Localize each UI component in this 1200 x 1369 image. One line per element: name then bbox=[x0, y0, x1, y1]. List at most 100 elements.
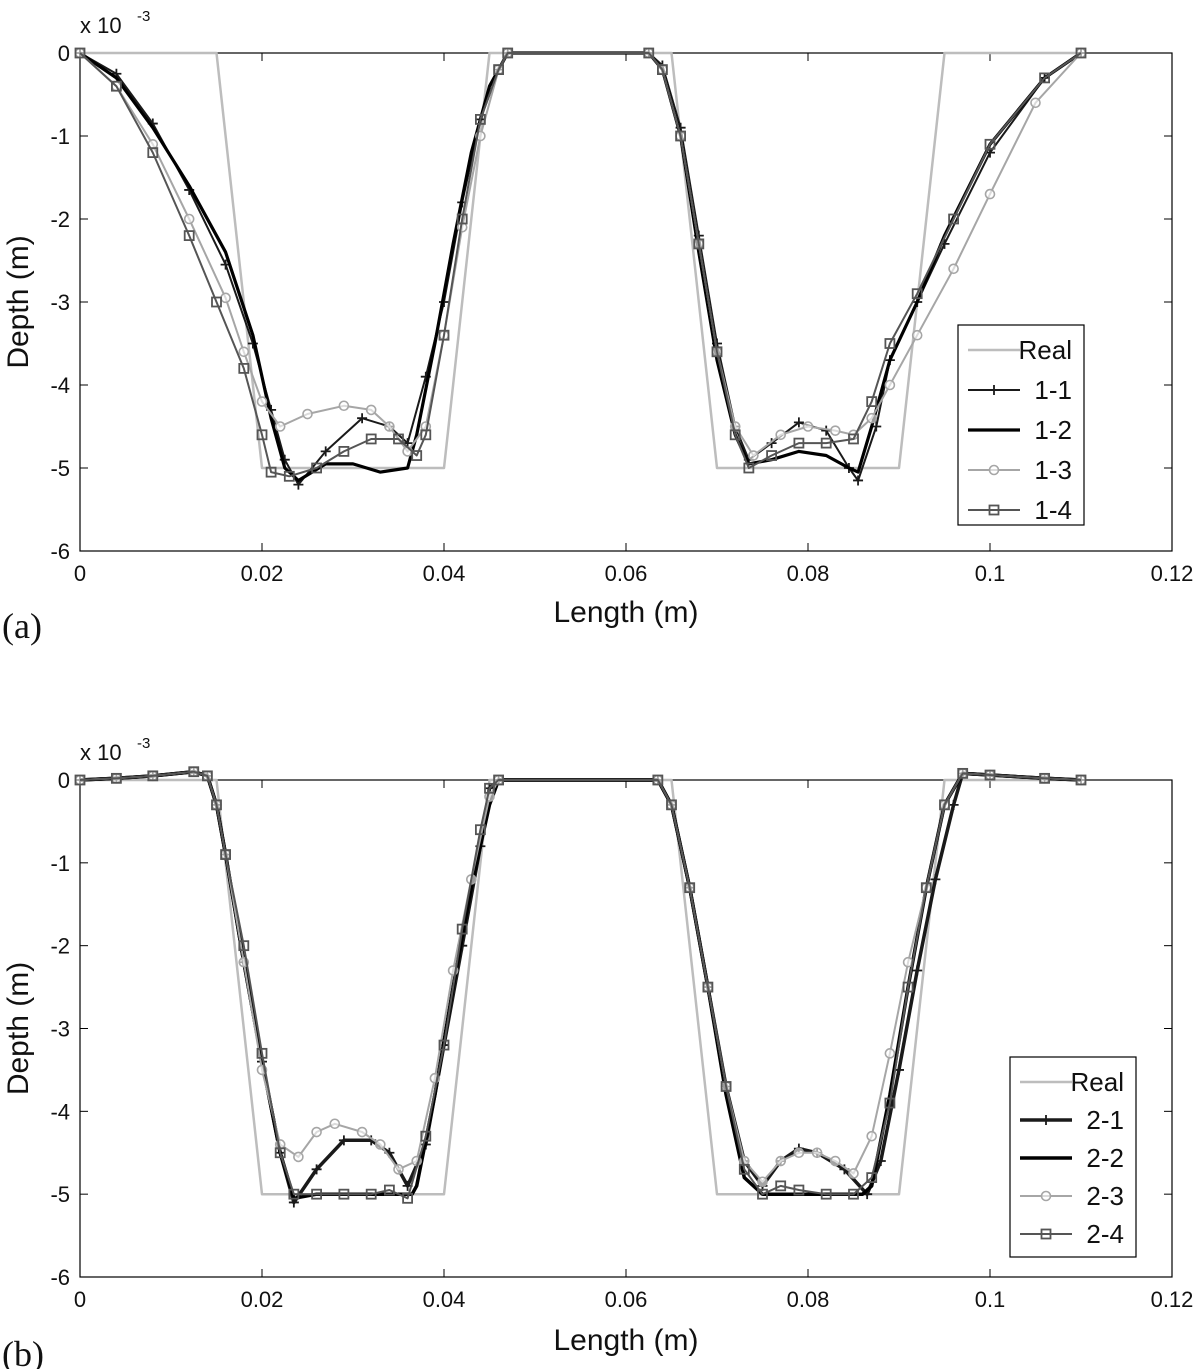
data-point-1-3 bbox=[384, 421, 395, 432]
series-Real bbox=[80, 778, 1081, 1196]
data-point-1-3 bbox=[829, 425, 841, 436]
data-point-2-3 bbox=[793, 1147, 805, 1159]
data-point-1-4 bbox=[1039, 72, 1050, 84]
legend: Real 1-1 1-2 1-3 1-4 bbox=[957, 324, 1085, 526]
data-point-2-4 bbox=[74, 774, 86, 786]
data-point-2-4 bbox=[702, 981, 714, 993]
y-tick-label: -3 bbox=[50, 1017, 70, 1042]
data-point-2-4 bbox=[220, 849, 232, 860]
series-2-2 bbox=[79, 769, 1082, 1201]
data-point-1-4 bbox=[848, 433, 859, 445]
data-point-2-4 bbox=[256, 1047, 268, 1059]
data-point-1-1 bbox=[793, 417, 804, 428]
data-point-2-4 bbox=[420, 1130, 432, 1142]
series-2-1 bbox=[75, 766, 1086, 1208]
data-point-1-4 bbox=[420, 429, 432, 441]
x-tick-label: 0.08 bbox=[787, 561, 830, 586]
data-point-1-4 bbox=[393, 433, 404, 445]
data-point-1-4 bbox=[911, 288, 923, 300]
y-tick-label: -5 bbox=[50, 1182, 70, 1207]
data-point-2-4 bbox=[338, 1188, 350, 1200]
y-tick-label: -4 bbox=[50, 1099, 70, 1124]
data-point-2-4 bbox=[484, 782, 495, 794]
data-point-2-4 bbox=[775, 1180, 787, 1192]
x-tick-label: 0.06 bbox=[605, 561, 648, 586]
data-point-2-3 bbox=[329, 1118, 341, 1130]
x-axis-label: Length (m) bbox=[553, 1324, 698, 1357]
legend-label-2-2: 2-2 bbox=[1086, 1143, 1124, 1173]
data-point-1-4 bbox=[311, 462, 323, 474]
y-axis-label: Depth (m) bbox=[2, 962, 35, 1095]
y-tick-label: -5 bbox=[50, 456, 70, 481]
legend-marker-1-4 bbox=[988, 504, 1000, 516]
data-point-2-3 bbox=[829, 1155, 841, 1167]
y-tick-label: -4 bbox=[50, 373, 70, 398]
data-point-1-4 bbox=[283, 470, 295, 482]
legend-marker-1-1 bbox=[989, 385, 999, 395]
y-tick-label: -1 bbox=[50, 124, 70, 149]
data-point-1-4 bbox=[711, 346, 723, 358]
data-point-1-4 bbox=[238, 362, 250, 374]
chart-panel-2: 0 0.02 0.04 0.06 0.08 0.1 0.12 0 -1 -2 -3 -4 -5 -6 x 1… bbox=[2, 735, 1193, 1369]
data-point-2-4 bbox=[147, 770, 159, 782]
data-point-1-4 bbox=[884, 338, 896, 349]
data-point-2-4 bbox=[902, 981, 914, 993]
data-point-1-1 bbox=[357, 413, 368, 424]
data-point-1-3 bbox=[256, 396, 268, 407]
data-point-1-4 bbox=[147, 147, 159, 159]
series-2-3 bbox=[74, 766, 1087, 1188]
data-point-2-4 bbox=[652, 774, 664, 786]
data-point-1-4 bbox=[183, 230, 195, 242]
data-point-1-4 bbox=[211, 296, 222, 308]
data-point-1-4 bbox=[411, 450, 423, 461]
data-point-1-4 bbox=[365, 433, 377, 445]
data-point-2-3 bbox=[374, 1139, 386, 1150]
series-1-4 bbox=[74, 47, 1087, 482]
series-line-1-3 bbox=[79, 52, 1082, 457]
data-point-1-3 bbox=[866, 412, 878, 424]
data-point-2-4 bbox=[738, 1163, 750, 1175]
data-point-1-4 bbox=[793, 437, 805, 449]
y-axis-multiplier-exponent: -3 bbox=[137, 735, 150, 752]
data-point-2-4 bbox=[866, 1172, 878, 1183]
data-point-1-1 bbox=[853, 475, 864, 486]
data-point-1-3 bbox=[220, 292, 231, 304]
data-point-2-4 bbox=[288, 1188, 300, 1200]
x-tick-label: 0.04 bbox=[423, 1287, 466, 1312]
data-point-1-4 bbox=[111, 80, 122, 92]
legend-marker-2-4 bbox=[1040, 1228, 1052, 1240]
legend: Real 2-1 2-2 2-3 2-4 bbox=[1009, 1056, 1137, 1258]
data-point-2-3 bbox=[884, 1048, 896, 1059]
x-tick-label: 0.02 bbox=[241, 1287, 284, 1312]
data-point-2-4 bbox=[757, 1188, 768, 1200]
series-Real bbox=[80, 51, 1081, 470]
y-tick-label: -1 bbox=[50, 851, 70, 876]
y-axis-multiplier-exponent: -3 bbox=[137, 8, 150, 25]
y-tick-label: -2 bbox=[50, 934, 70, 959]
data-point-1-3 bbox=[884, 379, 896, 391]
data-point-1-4 bbox=[474, 114, 486, 125]
data-point-2-4 bbox=[820, 1188, 832, 1200]
data-point-1-4 bbox=[766, 450, 777, 461]
series-1-1 bbox=[75, 48, 1086, 490]
data-point-1-3 bbox=[802, 421, 814, 432]
legend-box bbox=[957, 324, 1085, 526]
legend-label-1-3: 1-3 bbox=[1034, 455, 1072, 485]
data-point-1-3 bbox=[338, 400, 350, 412]
data-point-1-4 bbox=[820, 437, 832, 449]
data-point-2-4 bbox=[456, 923, 468, 935]
data-point-2-3 bbox=[393, 1164, 404, 1175]
data-point-1-4 bbox=[438, 329, 450, 341]
data-point-2-4 bbox=[720, 1081, 732, 1092]
data-point-1-3 bbox=[748, 450, 759, 461]
data-point-2-1 bbox=[948, 799, 959, 810]
data-point-2-1 bbox=[912, 965, 923, 976]
x-tick-label: 0.1 bbox=[975, 561, 1006, 586]
data-point-1-3 bbox=[984, 188, 996, 200]
x-tick-label: 0.12 bbox=[1151, 561, 1194, 586]
data-point-2-3 bbox=[866, 1130, 878, 1142]
data-point-1-1 bbox=[320, 446, 331, 457]
legend-marker-1-3 bbox=[988, 464, 1000, 476]
data-point-2-4 bbox=[1075, 774, 1087, 786]
